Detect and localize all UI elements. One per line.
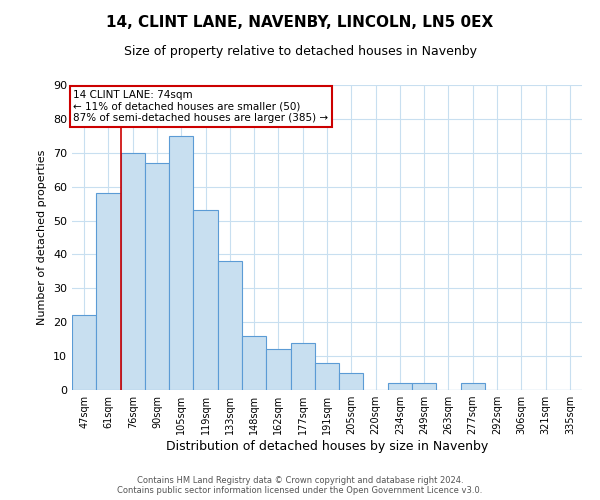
Bar: [461, 383, 485, 390]
Bar: [290, 342, 315, 390]
Text: Size of property relative to detached houses in Navenby: Size of property relative to detached ho…: [124, 45, 476, 58]
Bar: [169, 136, 193, 390]
Bar: [96, 194, 121, 390]
Bar: [242, 336, 266, 390]
Bar: [339, 373, 364, 390]
Bar: [193, 210, 218, 390]
Bar: [145, 163, 169, 390]
Bar: [412, 383, 436, 390]
Text: 14, CLINT LANE, NAVENBY, LINCOLN, LN5 0EX: 14, CLINT LANE, NAVENBY, LINCOLN, LN5 0E…: [106, 15, 494, 30]
Text: Contains HM Land Registry data © Crown copyright and database right 2024.
Contai: Contains HM Land Registry data © Crown c…: [118, 476, 482, 495]
Text: 14 CLINT LANE: 74sqm
← 11% of detached houses are smaller (50)
87% of semi-detac: 14 CLINT LANE: 74sqm ← 11% of detached h…: [73, 90, 328, 124]
Bar: [266, 350, 290, 390]
X-axis label: Distribution of detached houses by size in Navenby: Distribution of detached houses by size …: [166, 440, 488, 453]
Bar: [121, 153, 145, 390]
Bar: [218, 261, 242, 390]
Bar: [388, 383, 412, 390]
Y-axis label: Number of detached properties: Number of detached properties: [37, 150, 47, 325]
Bar: [72, 316, 96, 390]
Bar: [315, 363, 339, 390]
